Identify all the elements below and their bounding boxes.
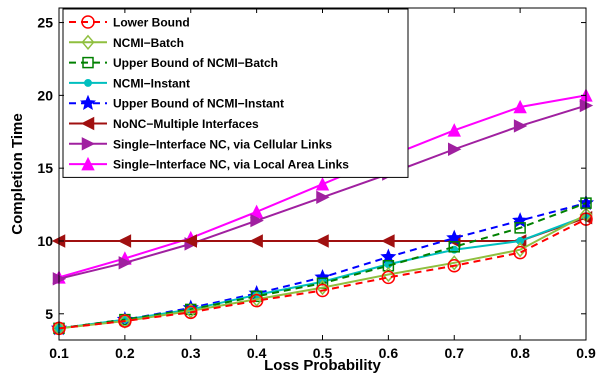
data-point	[513, 119, 528, 133]
legend-item: NCMI−Instant	[69, 76, 190, 90]
legend-label: NoNC−Multiple Interfaces	[113, 117, 259, 131]
x-tick-label: 0.3	[181, 345, 201, 361]
legend-box	[62, 8, 409, 178]
x-tick-label: 0.8	[510, 345, 530, 361]
x-tick-label: 0.6	[379, 345, 399, 361]
legend-marker	[81, 156, 95, 171]
data-point	[513, 245, 527, 260]
data-point	[380, 248, 397, 264]
legend-item: Upper Bound of NCMI−Instant	[69, 94, 284, 111]
legend-label: NCMI−Batch	[113, 36, 184, 50]
data-point	[315, 177, 330, 191]
data-point	[315, 234, 329, 248]
legend-marker	[81, 15, 95, 29]
x-tick-label: 0.7	[445, 345, 465, 361]
data-point	[118, 314, 132, 328]
data-point	[446, 229, 463, 245]
x-tick-label: 0.5	[313, 345, 333, 361]
data-point	[249, 293, 264, 308]
y-tick-label: 15	[37, 160, 53, 176]
x-tick-label: 0.4	[247, 345, 267, 361]
legend-marker	[80, 116, 95, 131]
legend-marker	[81, 137, 96, 151]
data-point	[447, 258, 461, 273]
legend-label: Single−Interface NC, via Local Area Link…	[113, 158, 349, 172]
data-point	[448, 241, 460, 253]
data-point	[250, 213, 264, 228]
data-point	[184, 305, 198, 320]
legend-item: Lower Bound	[69, 15, 190, 30]
x-tick-label: 0.1	[49, 345, 69, 361]
y-tick-label: 5	[45, 306, 53, 322]
y-tick-label: 25	[37, 15, 53, 31]
data-point	[316, 190, 330, 205]
legend-item: Single−Interface NC, via Cellular Links	[69, 137, 332, 151]
data-point	[448, 142, 462, 156]
x-axis-label: Loss Probability	[264, 357, 381, 374]
legend-item: Upper Bound of NCMI−Batch	[69, 56, 278, 70]
x-tick-label: 0.9	[576, 345, 596, 361]
data-point	[118, 256, 133, 270]
y-axis-label: Completion Time	[9, 113, 26, 234]
data-point	[381, 270, 396, 285]
series-line	[58, 202, 587, 330]
axis-ticks: 0.1 0.2 0.3 0.4 0.5 0.6 0.7 0.8 0.9 5 10 15 20 25	[37, 8, 596, 361]
legend: Lower Bound NCMI−Batch Upper Bound of NCMI…	[62, 8, 409, 178]
legend-marker	[81, 34, 95, 50]
data-point	[513, 99, 527, 114]
legend-item: Single−Interface NC, via Local Area Link…	[69, 156, 349, 172]
x-tick-label: 0.2	[115, 345, 135, 361]
legend-label: NCMI−Instant	[113, 76, 190, 90]
data-point	[315, 283, 330, 298]
series-line	[58, 218, 587, 330]
legend-label: Upper Bound of NCMI−Instant	[113, 97, 284, 111]
legend-marker	[84, 78, 92, 87]
data-point	[184, 303, 198, 319]
data-point	[514, 222, 526, 234]
legend-label: Lower Bound	[113, 16, 190, 30]
data-point	[183, 234, 197, 248]
data-point	[249, 234, 263, 248]
legend-item: NoNC−Multiple Interfaces	[69, 116, 259, 131]
legend-item: NCMI−Batch	[69, 34, 184, 50]
legend-marker	[79, 94, 97, 111]
data-point	[381, 234, 395, 248]
y-tick-label: 10	[37, 233, 53, 249]
data-point	[447, 123, 461, 137]
legend-label: Single−Interface NC, via Cellular Links	[113, 137, 332, 151]
data-point	[250, 291, 264, 307]
legend-marker	[82, 56, 94, 69]
y-tick-label: 20	[37, 87, 53, 103]
legend-label: Upper Bound of NCMI−Batch	[113, 56, 278, 70]
data-point	[117, 234, 132, 248]
